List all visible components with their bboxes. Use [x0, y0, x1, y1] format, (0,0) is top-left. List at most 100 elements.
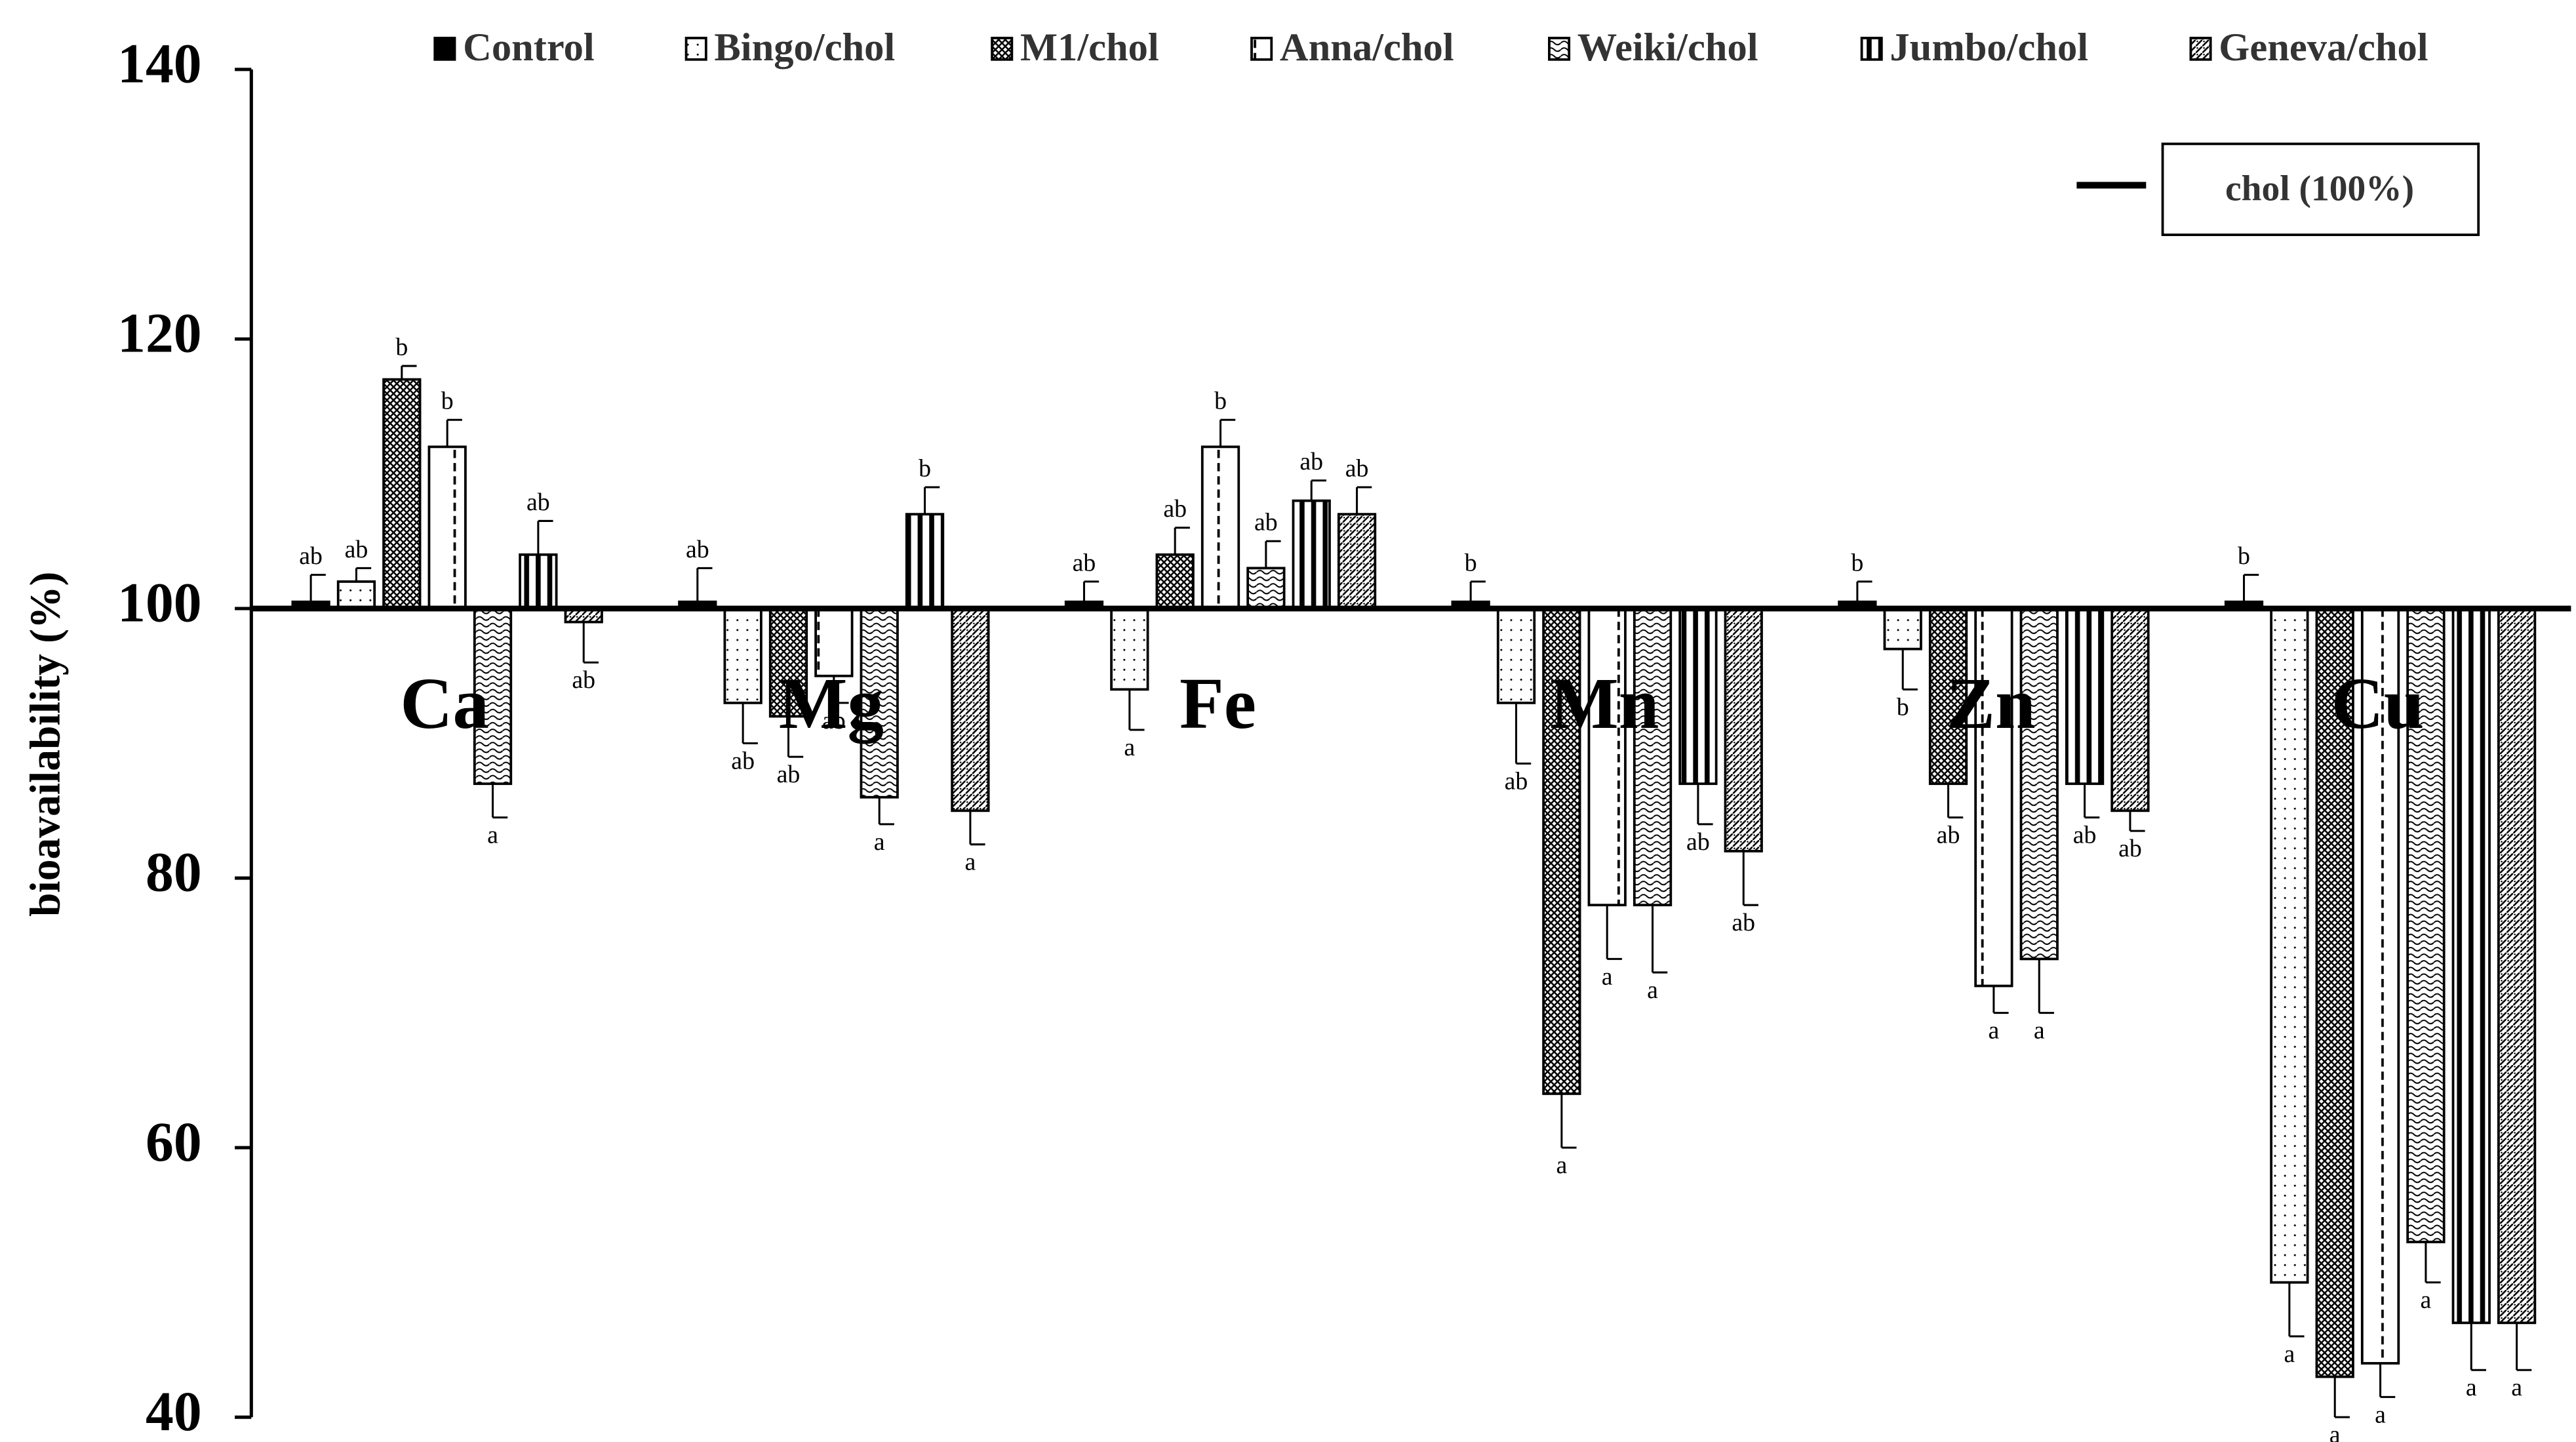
significance-letter: a: [2466, 1374, 2477, 1401]
significance-letter: a: [1124, 734, 1135, 761]
bar: [2065, 607, 2105, 786]
category-label: Zn: [1947, 663, 2036, 744]
significance-letter: ab: [572, 666, 595, 694]
bar: [1292, 499, 1331, 610]
significance-letter: b: [2238, 542, 2250, 570]
significance-letter: ab: [299, 542, 323, 570]
significance-letter: ab: [345, 536, 368, 563]
significance-letter: a: [2284, 1340, 2295, 1368]
legend-swatch: [1250, 37, 1273, 61]
category-label: Ca: [400, 663, 489, 744]
legend-swatch: [433, 37, 456, 61]
y-tick-label: 40: [146, 1380, 202, 1442]
category-label: Fe: [1179, 663, 1256, 744]
bar: [1928, 607, 1968, 786]
bar: [1883, 607, 1922, 651]
significance-letter: ab: [526, 489, 550, 516]
legend-label: Anna/chol: [1280, 26, 1454, 70]
bar: [2360, 607, 2400, 1365]
significance-letter: ab: [1937, 822, 1960, 849]
significance-letter: a: [1602, 963, 1613, 990]
significance-letter: ab: [1163, 495, 1187, 523]
category-label: Mg: [779, 663, 884, 744]
legend-label: Jumbo/chol: [1890, 26, 2088, 70]
significance-letter: a: [964, 849, 976, 876]
bar: [723, 607, 763, 704]
significance-letter: ab: [1686, 828, 1710, 856]
bar: [1542, 607, 1581, 1095]
bar: [1678, 607, 1718, 786]
significance-letter: a: [2511, 1374, 2522, 1401]
bar: [519, 553, 558, 610]
bar: [1724, 607, 1763, 852]
bar: [2110, 607, 2150, 812]
significance-letter: a: [2375, 1401, 2386, 1428]
significance-letter: b: [1465, 549, 1477, 576]
significance-letter: a: [1647, 976, 1658, 1004]
y-tick-label: 120: [117, 302, 202, 365]
significance-letter: ab: [1732, 909, 1755, 936]
reference-legend-label: chol (100%): [2225, 168, 2414, 208]
legend-swatch: [684, 37, 707, 61]
bar: [1337, 513, 1377, 610]
legend-label: Geneva/chol: [2219, 26, 2428, 70]
bar: [1633, 607, 1673, 907]
category-label: Mn: [1550, 663, 1659, 744]
bar: [905, 513, 945, 610]
bar: [2451, 607, 2491, 1325]
bar: [2406, 607, 2446, 1243]
bar: [2019, 607, 2059, 961]
bar: [951, 607, 990, 812]
significance-letter: ab: [2118, 835, 2142, 862]
bar: [2497, 607, 2537, 1325]
legend-swatch: [2189, 37, 2212, 61]
bar: [1155, 553, 1195, 610]
significance-letter: a: [1988, 1017, 1999, 1045]
significance-letter: a: [2034, 1017, 2045, 1045]
bar: [860, 607, 899, 799]
significance-letter: ab: [777, 761, 801, 788]
bar: [1496, 607, 1536, 704]
significance-letter: ab: [731, 747, 755, 774]
legend-label: Control: [463, 26, 595, 70]
significance-letter: ab: [1299, 448, 1323, 475]
significance-letter: ab: [2073, 822, 2097, 849]
y-tick-label: 60: [146, 1111, 202, 1173]
reference-legend-box: [2161, 142, 2480, 236]
bar: [336, 580, 376, 610]
significance-letter: b: [919, 454, 931, 482]
y-tick-label: 140: [117, 33, 202, 95]
significance-letter: ab: [1073, 549, 1096, 576]
bar: [1246, 567, 1286, 610]
bar: [1110, 607, 1149, 691]
legend-label: M1/chol: [1020, 26, 1159, 70]
legend-swatch: [1548, 37, 1571, 61]
significance-letter: a: [2421, 1287, 2432, 1314]
legend-swatch: [1860, 37, 1883, 61]
significance-letter: a: [2329, 1421, 2341, 1442]
legend-swatch: [991, 37, 1014, 61]
bar: [427, 445, 467, 610]
bar: [2270, 607, 2309, 1284]
category-label: Cu: [2331, 663, 2425, 744]
bar: [2315, 607, 2354, 1378]
y-tick-label: 80: [146, 841, 202, 904]
bar: [382, 378, 422, 610]
significance-letter: ab: [822, 707, 846, 734]
legend-label: Bingo/chol: [714, 26, 895, 70]
y-axis-title: bioavailability (%): [22, 572, 69, 917]
significance-letter: a: [874, 828, 885, 856]
bar: [1200, 445, 1240, 610]
significance-letter: b: [1851, 549, 1863, 576]
significance-letter: b: [395, 334, 408, 361]
bar: [473, 607, 513, 786]
significance-letter: ab: [1345, 454, 1369, 482]
y-tick-label: 100: [117, 572, 202, 634]
significance-letter: b: [441, 388, 454, 415]
significance-letter: ab: [1505, 767, 1528, 795]
significance-letter: a: [1556, 1152, 1567, 1179]
significance-letter: b: [1214, 388, 1227, 415]
significance-letter: ab: [686, 536, 709, 563]
